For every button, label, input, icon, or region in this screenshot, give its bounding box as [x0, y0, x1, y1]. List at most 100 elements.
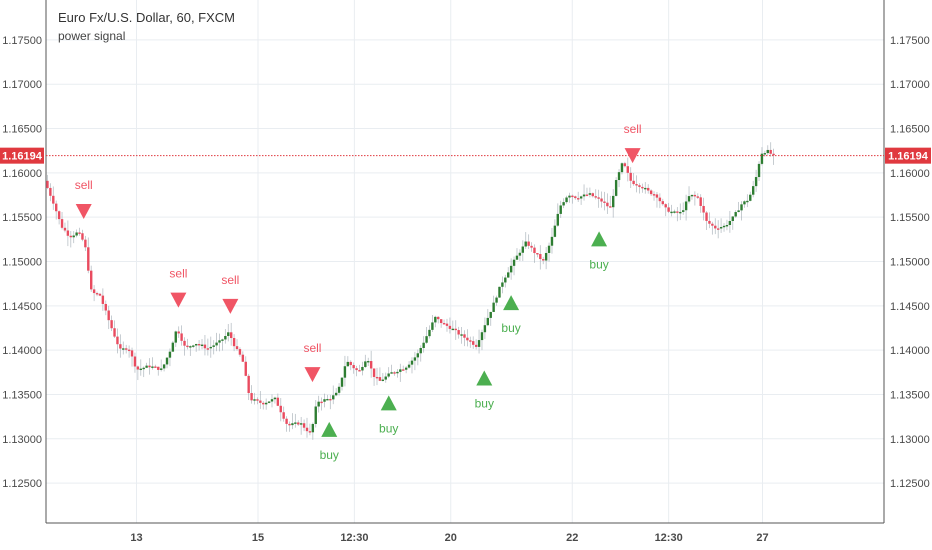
- candle-body[interactable]: [407, 364, 411, 368]
- candle-body[interactable]: [749, 194, 752, 201]
- candle-body[interactable]: [334, 392, 338, 396]
- candle-body[interactable]: [110, 320, 113, 329]
- candle-body[interactable]: [772, 153, 775, 156]
- candle-body[interactable]: [98, 293, 102, 296]
- candle-body[interactable]: [297, 422, 300, 425]
- candle-body[interactable]: [740, 204, 743, 211]
- candle-body[interactable]: [369, 361, 373, 369]
- candle-body[interactable]: [434, 316, 437, 323]
- candle-body[interactable]: [133, 356, 137, 367]
- candle-body[interactable]: [410, 360, 414, 365]
- candle-body[interactable]: [235, 346, 239, 350]
- candle-body[interactable]: [72, 235, 75, 238]
- candle-body[interactable]: [200, 344, 204, 347]
- candle-body[interactable]: [512, 259, 516, 266]
- candle-body[interactable]: [165, 357, 169, 365]
- candle-body[interactable]: [483, 325, 487, 333]
- candle-body[interactable]: [466, 337, 469, 341]
- candle-body[interactable]: [582, 194, 586, 197]
- candle-body[interactable]: [282, 412, 285, 419]
- candle-body[interactable]: [227, 332, 230, 337]
- candle-body[interactable]: [203, 344, 207, 349]
- candle-body[interactable]: [728, 220, 732, 226]
- candle-body[interactable]: [425, 336, 428, 343]
- sell-signal-marker[interactable]: [170, 292, 187, 308]
- candle-body[interactable]: [171, 342, 175, 352]
- candle-body[interactable]: [60, 219, 64, 228]
- candle-body[interactable]: [78, 232, 81, 234]
- candle-body[interactable]: [317, 401, 320, 407]
- candle-body[interactable]: [244, 361, 247, 376]
- candle-body[interactable]: [311, 423, 315, 433]
- candle-body[interactable]: [194, 344, 198, 346]
- candle-body[interactable]: [489, 311, 492, 318]
- candle-body[interactable]: [273, 397, 277, 400]
- candle-body[interactable]: [87, 247, 90, 271]
- candle-body[interactable]: [635, 184, 638, 186]
- candle-body[interactable]: [574, 196, 577, 199]
- candle-body[interactable]: [212, 345, 215, 347]
- candle-body[interactable]: [57, 211, 61, 220]
- buy-signal-marker[interactable]: [503, 295, 520, 311]
- candle-body[interactable]: [760, 153, 764, 164]
- candle-body[interactable]: [708, 220, 711, 224]
- candle-body[interactable]: [241, 354, 245, 362]
- candle-body[interactable]: [378, 377, 382, 381]
- candle-body[interactable]: [264, 402, 268, 405]
- candle-body[interactable]: [661, 201, 664, 205]
- buy-signal-marker[interactable]: [591, 231, 608, 247]
- candle-body[interactable]: [332, 395, 335, 400]
- candle-body[interactable]: [687, 196, 691, 202]
- candle-body[interactable]: [437, 316, 440, 320]
- candle-body[interactable]: [638, 185, 641, 187]
- candle-body[interactable]: [250, 393, 253, 401]
- candle-body[interactable]: [349, 361, 352, 366]
- candle-body[interactable]: [676, 211, 679, 213]
- candle-body[interactable]: [769, 149, 772, 154]
- candle-body[interactable]: [705, 212, 708, 221]
- candle-body[interactable]: [716, 228, 720, 230]
- candle-body[interactable]: [168, 351, 172, 358]
- candle-body[interactable]: [232, 338, 236, 347]
- sell-signal-marker[interactable]: [222, 298, 239, 314]
- candle-body[interactable]: [340, 377, 344, 387]
- candle-body[interactable]: [419, 348, 422, 354]
- candle-body[interactable]: [174, 331, 177, 343]
- candle-body[interactable]: [90, 270, 93, 290]
- candle-body[interactable]: [620, 163, 624, 173]
- candle-body[interactable]: [658, 197, 662, 202]
- candle-body[interactable]: [66, 230, 70, 236]
- candle-body[interactable]: [690, 194, 694, 197]
- candle-body[interactable]: [702, 205, 705, 213]
- candle-body[interactable]: [92, 289, 96, 294]
- candle-body[interactable]: [81, 233, 84, 240]
- candle-body[interactable]: [606, 202, 609, 207]
- candle-body[interactable]: [75, 232, 78, 236]
- candle-body[interactable]: [445, 323, 449, 326]
- candle-body[interactable]: [285, 418, 288, 424]
- candle-body[interactable]: [180, 333, 183, 341]
- candle-body[interactable]: [84, 239, 87, 248]
- candle-body[interactable]: [259, 400, 262, 403]
- candle-body[interactable]: [609, 206, 612, 208]
- candle-body[interactable]: [326, 398, 329, 401]
- candle-body[interactable]: [279, 405, 282, 413]
- candle-body[interactable]: [699, 197, 702, 206]
- candle-body[interactable]: [186, 345, 189, 348]
- candle-body[interactable]: [460, 334, 463, 336]
- candle-body[interactable]: [597, 197, 600, 199]
- candle-body[interactable]: [571, 195, 574, 198]
- candle-body[interactable]: [442, 323, 446, 325]
- candle-body[interactable]: [308, 431, 312, 433]
- candle-body[interactable]: [763, 153, 767, 155]
- candle-body[interactable]: [568, 195, 571, 198]
- candle-body[interactable]: [104, 303, 107, 311]
- candle-body[interactable]: [291, 423, 294, 426]
- candle-body[interactable]: [600, 198, 603, 202]
- candle-body[interactable]: [524, 241, 527, 247]
- candle-body[interactable]: [136, 366, 140, 370]
- candle-body[interactable]: [501, 282, 504, 287]
- candle-body[interactable]: [539, 254, 542, 260]
- candle-body[interactable]: [562, 202, 565, 206]
- candle-body[interactable]: [652, 194, 656, 196]
